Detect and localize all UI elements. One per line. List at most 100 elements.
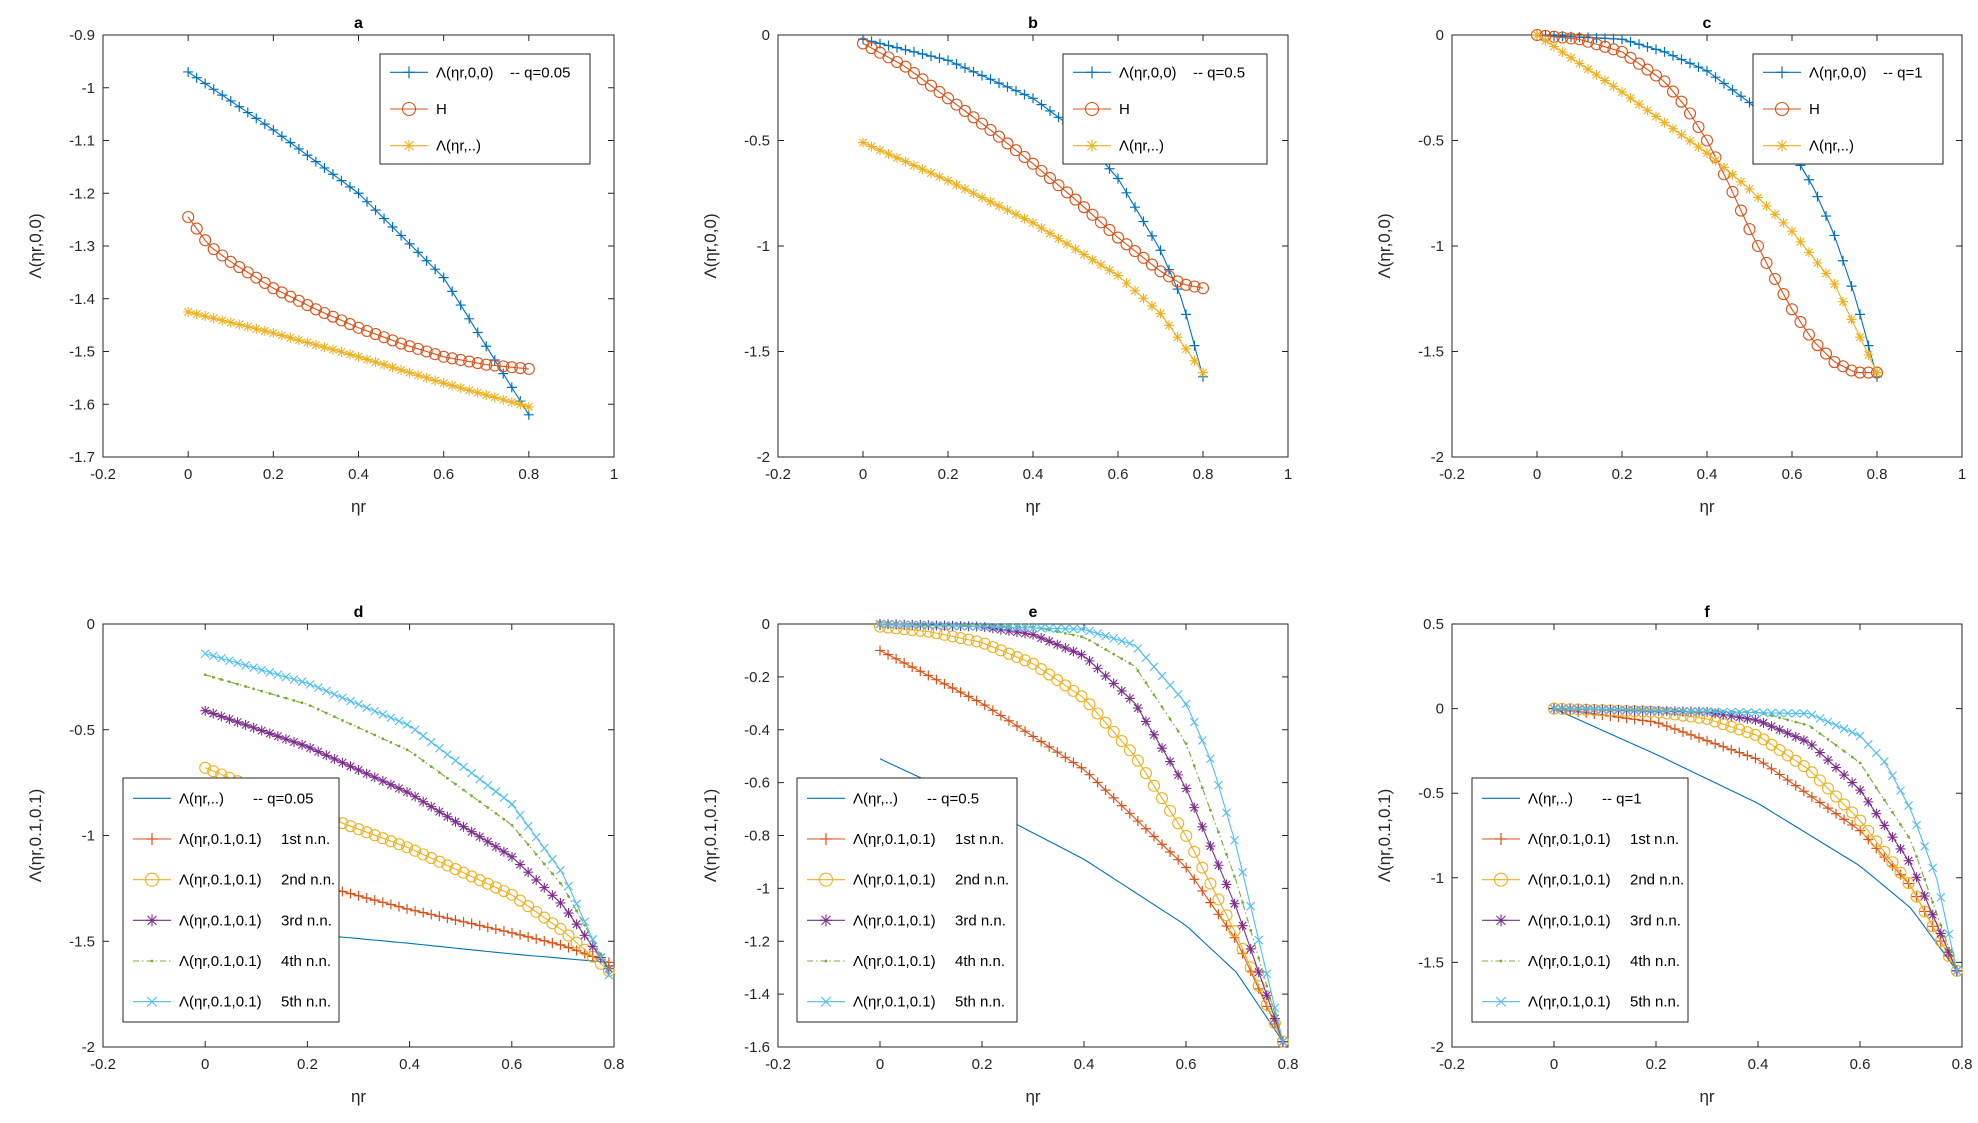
data-point (1718, 741, 1729, 752)
data-point (994, 78, 1004, 89)
data-point (343, 318, 357, 331)
data-point (394, 716, 404, 726)
y-tick-label: 0 (1436, 701, 1444, 718)
data-point (1130, 285, 1140, 296)
data-point (1846, 806, 1859, 819)
data-point (1120, 238, 1133, 251)
data-point (418, 907, 429, 918)
data-point (1003, 715, 1014, 726)
data-point (1188, 845, 1201, 858)
legend-marker (1086, 139, 1098, 152)
y-tick-label: -1.5 (1418, 954, 1444, 971)
data-point (515, 859, 526, 870)
data-point (489, 881, 502, 894)
data-point (1237, 920, 1248, 931)
legend-label: H (1119, 101, 1130, 118)
data-point (530, 905, 543, 918)
y-axis-label: Λ(ηr,0,0) (26, 213, 45, 278)
data-point (1044, 636, 1055, 647)
data-point (1734, 707, 1744, 717)
data-point (251, 323, 262, 334)
data-point (522, 900, 535, 913)
legend-marker (820, 914, 832, 927)
data-point (420, 345, 433, 358)
data-point (1241, 901, 1245, 904)
data-point (1718, 709, 1729, 720)
legend: Λ(ηr,..) -- q=0.5 Λ(ηr,0.1,0.1) 1st n.n. Λ(η… (796, 777, 1018, 1023)
data-point (1871, 808, 1882, 819)
data-point (507, 851, 518, 862)
legend-note: -- q=0.5 (1193, 64, 1245, 81)
data-point (1742, 713, 1753, 724)
data-point (1213, 909, 1224, 920)
data-point (464, 313, 475, 324)
data-point (1155, 308, 1166, 319)
data-point (1053, 233, 1064, 244)
data-point (1787, 226, 1797, 237)
data-point (326, 310, 340, 323)
legend-suffix: 2nd n.n. (1630, 872, 1684, 889)
data-point (1798, 786, 1809, 797)
series-line-5 (205, 674, 610, 969)
data-point (1565, 704, 1575, 714)
data-point (883, 649, 894, 660)
chart-title: e (1029, 604, 1038, 621)
data-point (240, 719, 251, 730)
x-tick-label: -0.2 (765, 1056, 791, 1073)
data-point (313, 683, 323, 693)
data-point (1804, 247, 1814, 258)
data-point (1794, 315, 1807, 329)
data-point (449, 863, 462, 876)
data-point (571, 919, 582, 930)
data-point (327, 169, 338, 180)
data-point (1581, 35, 1595, 48)
x-tick-label: 0.4 (399, 1056, 420, 1073)
data-point (276, 330, 287, 341)
x-axis-label: ηr (1699, 1087, 1714, 1106)
data-point (1661, 721, 1672, 732)
data-point (385, 899, 396, 910)
data-point (454, 353, 467, 366)
legend-suffix: 5th n.n. (1630, 994, 1680, 1011)
data-point (946, 630, 959, 643)
data-point (1743, 708, 1752, 717)
data-point (412, 342, 425, 355)
data-point (1815, 713, 1825, 723)
data-point (1045, 228, 1055, 239)
data-point (1107, 725, 1120, 738)
data-point (219, 678, 223, 681)
data-point (457, 866, 470, 879)
data-point (1530, 29, 1544, 42)
chart-title: c (1703, 15, 1712, 32)
data-point (413, 370, 424, 381)
data-point (302, 150, 313, 161)
data-point (1147, 230, 1157, 241)
data-point (1598, 40, 1612, 53)
data-point (1556, 31, 1569, 44)
x-tick-label: 0.8 (1952, 1056, 1973, 1073)
data-point (297, 677, 307, 687)
data-point (1895, 843, 1906, 854)
data-point (567, 894, 570, 898)
data-point (539, 882, 550, 893)
data-point (1726, 185, 1739, 199)
data-point (360, 826, 373, 839)
data-point (1910, 890, 1923, 903)
data-point (1678, 706, 1688, 716)
data-point (1112, 652, 1116, 656)
data-point (1197, 736, 1207, 745)
data-point (1814, 797, 1825, 808)
data-point (1702, 735, 1713, 746)
legend-marker (1086, 66, 1098, 79)
data-point (909, 160, 919, 171)
data-point (199, 234, 212, 247)
data-point (474, 920, 485, 931)
data-point (1004, 622, 1014, 632)
data-point (1574, 58, 1585, 69)
data-point (182, 210, 195, 224)
data-point (984, 123, 997, 136)
data-point (1896, 786, 1905, 795)
data-point (329, 689, 339, 699)
chart-title: f (1704, 604, 1710, 621)
